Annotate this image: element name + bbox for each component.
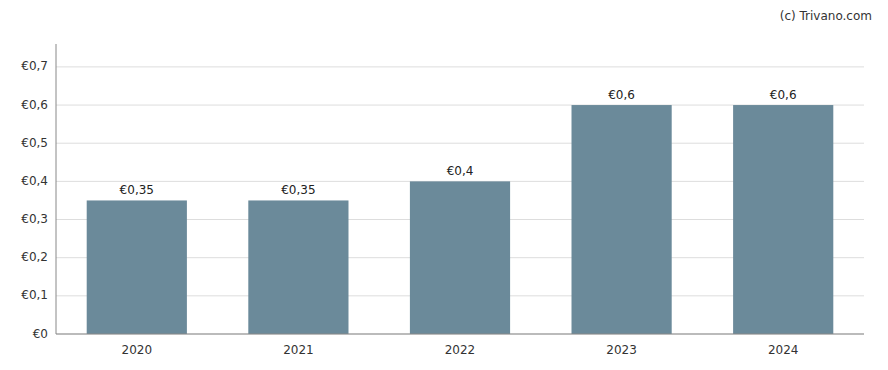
y-tick-label: €0,7 [21, 59, 48, 73]
y-axis: €0 €0,1 €0,2 €0,3 €0,4 €0,5 €0,6 €0,7 [21, 44, 56, 341]
data-label: €0,35 [120, 183, 154, 197]
grid-line [56, 66, 864, 67]
x-tick-label: 2021 [283, 343, 314, 357]
data-label: €0,6 [770, 88, 797, 102]
x-tick-label: 2022 [445, 343, 476, 357]
y-tick-label: €0,2 [21, 250, 48, 264]
bar [733, 105, 833, 334]
y-tick-label: €0,4 [21, 174, 48, 188]
data-label: €0,4 [447, 164, 474, 178]
y-tick-label: €0,3 [21, 212, 48, 226]
y-tick-label: €0,6 [21, 98, 48, 112]
x-axis: 2020 2021 2022 2023 2024 [56, 334, 864, 357]
data-labels: €0,35 €0,35 €0,4 €0,6 €0,6 [120, 88, 797, 197]
x-tick-label: 2023 [606, 343, 637, 357]
chart: €0€0,1€0,2€0,3€0,4€0,5€0,6€0,72020202120… [0, 0, 888, 370]
grid [56, 67, 864, 334]
data-label: €0,6 [608, 88, 635, 102]
bar [87, 200, 187, 334]
bar [248, 200, 348, 334]
y-tick-label: €0,5 [21, 136, 48, 150]
x-tick-label: 2024 [768, 343, 799, 357]
y-axis-line [56, 44, 57, 334]
y-tick-label: €0,1 [21, 288, 48, 302]
x-tick-label: 2020 [122, 343, 153, 357]
grid-line [56, 334, 864, 335]
x-axis-line [56, 334, 864, 335]
watermark: (c) Trivano.com [780, 9, 872, 23]
y-tick-label: €0 [33, 327, 48, 341]
bars [87, 105, 834, 334]
bar [410, 181, 510, 334]
bar [572, 105, 672, 334]
data-label: €0,35 [281, 183, 315, 197]
chart-container: €0€0,1€0,2€0,3€0,4€0,5€0,6€0,72020202120… [0, 0, 888, 370]
